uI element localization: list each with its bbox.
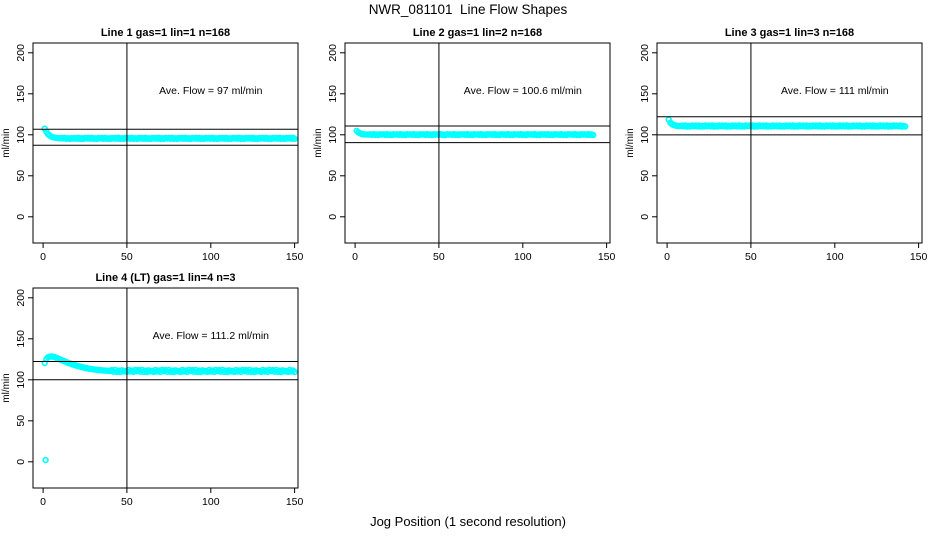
plot-title: Line 1 gas=1 lin=1 n=168 bbox=[100, 27, 231, 39]
y-tick-label: 200 bbox=[15, 289, 27, 307]
plot-title: Line 2 gas=1 lin=2 n=168 bbox=[412, 27, 543, 39]
y-tick-label: 100 bbox=[15, 126, 27, 144]
x-tick-label: 150 bbox=[598, 251, 616, 263]
plot-canvas: 0 50 100 150 0 50 100 150 200 ml/min Ave. Flow = 1… bbox=[1, 287, 304, 508]
x-tick-label: 50 bbox=[745, 251, 757, 263]
avg-flow-annotation: Ave. Flow = 111.2 ml/min bbox=[153, 330, 270, 342]
avg-flow-annotation: Ave. Flow = 111 ml/min bbox=[781, 85, 889, 97]
y-tick-label: 100 bbox=[639, 126, 651, 144]
y-tick-label: 200 bbox=[15, 44, 27, 62]
data-point bbox=[902, 123, 909, 130]
plot-box bbox=[32, 287, 299, 489]
data-point-outlier bbox=[42, 456, 49, 464]
y-tick-label: 150 bbox=[15, 85, 27, 103]
data-point bbox=[291, 368, 298, 376]
plot-box bbox=[32, 42, 299, 244]
x-tick-label: 50 bbox=[433, 251, 445, 263]
avg-flow-annotation: Ave. Flow = 100.6 ml/min bbox=[464, 85, 582, 97]
y-tick-label: 50 bbox=[639, 170, 651, 182]
x-tick-label: 100 bbox=[826, 251, 844, 263]
subplot-line-2: Line 2 gas=1 lin=2 n=168 0 50 100 150 0 50 100… bbox=[312, 25, 624, 275]
x-tick-label: 100 bbox=[514, 251, 532, 263]
y-tick-label: 100 bbox=[15, 371, 27, 389]
y-tick-label: 150 bbox=[639, 85, 651, 103]
plot-canvas: 0 50 100 150 0 50 100 150 200 ml/min Ave. Flow = 1… bbox=[313, 42, 616, 263]
y-tick-label: 150 bbox=[327, 85, 339, 103]
plot-box bbox=[656, 42, 923, 244]
y-tick-label: 0 bbox=[15, 459, 27, 465]
x-tick-label: 0 bbox=[40, 496, 46, 508]
x-tick-label: 0 bbox=[664, 251, 670, 263]
y-tick-label: 50 bbox=[327, 170, 339, 182]
data-point bbox=[590, 131, 597, 139]
subplot-line-1: Line 1 gas=1 lin=1 n=168 0 50 100 150 0 50 100… bbox=[0, 25, 312, 275]
y-tick-label: 200 bbox=[639, 44, 651, 62]
plot-canvas: 0 50 100 150 0 50 100 150 200 ml/min Ave. Flow = 1… bbox=[625, 42, 928, 263]
y-axis-unit-label: ml/min bbox=[313, 128, 324, 157]
figure-title: NWR_081101 Line Flow Shapes bbox=[368, 2, 568, 17]
y-tick-label: 150 bbox=[15, 330, 27, 348]
plot-title: Line 4 (LT) gas=1 lin=4 n=3 bbox=[95, 272, 236, 284]
y-tick-label: 0 bbox=[639, 214, 651, 220]
avg-flow-annotation: Ave. Flow = 97 ml/min bbox=[159, 85, 263, 97]
x-tick-label: 150 bbox=[286, 496, 304, 508]
plot-canvas: 0 50 100 150 0 50 100 150 200 ml/min Ave. Flow = 9… bbox=[1, 42, 304, 263]
y-axis-unit-label: ml/min bbox=[1, 373, 12, 402]
y-axis-unit-label: ml/min bbox=[625, 128, 636, 157]
y-tick-label: 200 bbox=[327, 44, 339, 62]
x-tick-label: 100 bbox=[202, 496, 220, 508]
y-tick-label: 100 bbox=[327, 126, 339, 144]
x-tick-label: 50 bbox=[121, 496, 133, 508]
x-tick-label: 50 bbox=[121, 251, 133, 263]
y-tick-label: 50 bbox=[15, 170, 27, 182]
y-tick-label: 50 bbox=[15, 415, 27, 427]
x-tick-label: 0 bbox=[352, 251, 358, 263]
y-tick-label: 0 bbox=[15, 214, 27, 220]
data-point bbox=[291, 135, 298, 143]
subplot-line-4: Line 4 (LT) gas=1 lin=4 n=3 0 50 100 150 0 50… bbox=[0, 270, 312, 520]
x-tick-label: 0 bbox=[40, 251, 46, 263]
y-axis-unit-label: ml/min bbox=[1, 128, 12, 157]
plot-title: Line 3 gas=1 lin=3 n=168 bbox=[724, 27, 855, 39]
x-tick-label: 150 bbox=[286, 251, 304, 263]
x-tick-label: 100 bbox=[202, 251, 220, 263]
y-tick-label: 0 bbox=[327, 214, 339, 220]
x-tick-label: 150 bbox=[910, 251, 928, 263]
x-axis-caption: Jog Position (1 second resolution) bbox=[370, 514, 566, 529]
subplot-line-3: Line 3 gas=1 lin=3 n=168 0 50 100 150 0 50 100… bbox=[624, 25, 936, 275]
plot-box bbox=[344, 42, 611, 244]
